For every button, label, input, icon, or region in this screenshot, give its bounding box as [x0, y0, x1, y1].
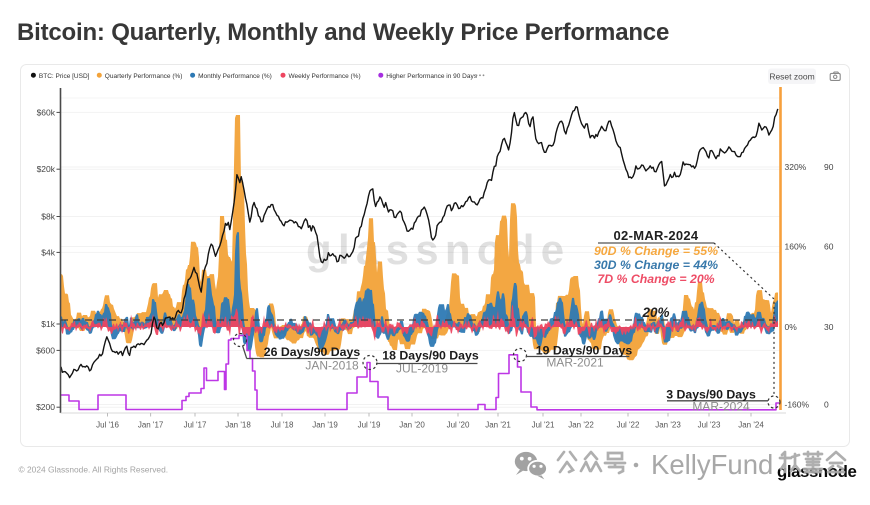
svg-text:Reset zoom: Reset zoom	[769, 71, 814, 81]
svg-text:$4k: $4k	[41, 247, 55, 257]
svg-text:-160%: -160%	[785, 400, 810, 410]
svg-text:Weekly Performance (%): Weekly Performance (%)	[289, 73, 361, 80]
svg-text:Higher Performance in 90 Days: Higher Performance in 90 Days	[386, 73, 477, 80]
svg-text:$600: $600	[36, 345, 55, 355]
svg-text:Jul '17: Jul '17	[184, 421, 207, 430]
svg-text:Monthly Performance (%): Monthly Performance (%)	[198, 73, 272, 80]
svg-text:glassnode: glassnode	[306, 226, 570, 273]
svg-text:90: 90	[824, 162, 834, 172]
svg-text:$200: $200	[36, 402, 55, 412]
svg-text:MAR-2024: MAR-2024	[692, 400, 750, 414]
svg-text:Jul '20: Jul '20	[447, 421, 470, 430]
svg-text:02-MAR-2024: 02-MAR-2024	[614, 228, 699, 243]
svg-text:Jan '19: Jan '19	[312, 421, 338, 430]
svg-text:Jul '19: Jul '19	[358, 421, 381, 430]
svg-text:18 Days/90 Days: 18 Days/90 Days	[382, 349, 479, 363]
svg-text:Jan '18: Jan '18	[225, 421, 251, 430]
svg-text:0: 0	[824, 400, 829, 410]
svg-text:3 Days/90 Days: 3 Days/90 Days	[666, 387, 756, 401]
svg-text:Jan '23: Jan '23	[655, 421, 681, 430]
svg-text:Jul '16: Jul '16	[96, 421, 119, 430]
svg-text:20%: 20%	[641, 305, 669, 320]
svg-text:7D % Change = 20%: 7D % Change = 20%	[597, 272, 714, 286]
svg-text:0%: 0%	[785, 322, 798, 332]
svg-text:$1k: $1k	[41, 319, 55, 329]
svg-text:BTC: Price [USD]: BTC: Price [USD]	[39, 73, 90, 80]
svg-text:Jan '20: Jan '20	[399, 421, 425, 430]
svg-text:MAR-2021: MAR-2021	[546, 356, 604, 370]
svg-text:$20k: $20k	[37, 164, 56, 174]
svg-text:Jul '21: Jul '21	[532, 421, 555, 430]
svg-text:JAN-2018: JAN-2018	[305, 359, 359, 373]
svg-text:26 Days/90 Days: 26 Days/90 Days	[264, 345, 361, 359]
svg-text:Bitcoin: Quarterly, Monthly an: Bitcoin: Quarterly, Monthly and Weekly P…	[17, 19, 669, 46]
svg-text:320%: 320%	[785, 162, 807, 172]
svg-text:60: 60	[824, 242, 834, 252]
svg-text:Jul '18: Jul '18	[271, 421, 294, 430]
svg-text:KellyFund: KellyFund	[651, 449, 773, 480]
svg-text:© 2024 Glassnode. All Rights R: © 2024 Glassnode. All Rights Reserved.	[19, 465, 169, 475]
svg-text:30: 30	[824, 322, 834, 332]
svg-text:90D % Change = 55%: 90D % Change = 55%	[594, 244, 718, 258]
svg-text:Jul '23: Jul '23	[698, 421, 721, 430]
svg-text:$8k: $8k	[41, 212, 55, 222]
svg-text:Jan '17: Jan '17	[138, 421, 164, 430]
svg-text:19 Days/90 Days: 19 Days/90 Days	[536, 344, 633, 358]
svg-text:$60k: $60k	[37, 107, 56, 117]
svg-text:Jan '24: Jan '24	[738, 421, 764, 430]
svg-text:Jan '21: Jan '21	[485, 421, 511, 430]
svg-text:Jan '22: Jan '22	[568, 421, 594, 430]
svg-text:Quarterly Performance (%): Quarterly Performance (%)	[105, 73, 183, 80]
svg-text:160%: 160%	[785, 242, 807, 252]
svg-text:Jul '22: Jul '22	[617, 421, 640, 430]
svg-text:30D % Change = 44%: 30D % Change = 44%	[594, 258, 718, 272]
svg-text:JUL-2019: JUL-2019	[396, 362, 448, 376]
